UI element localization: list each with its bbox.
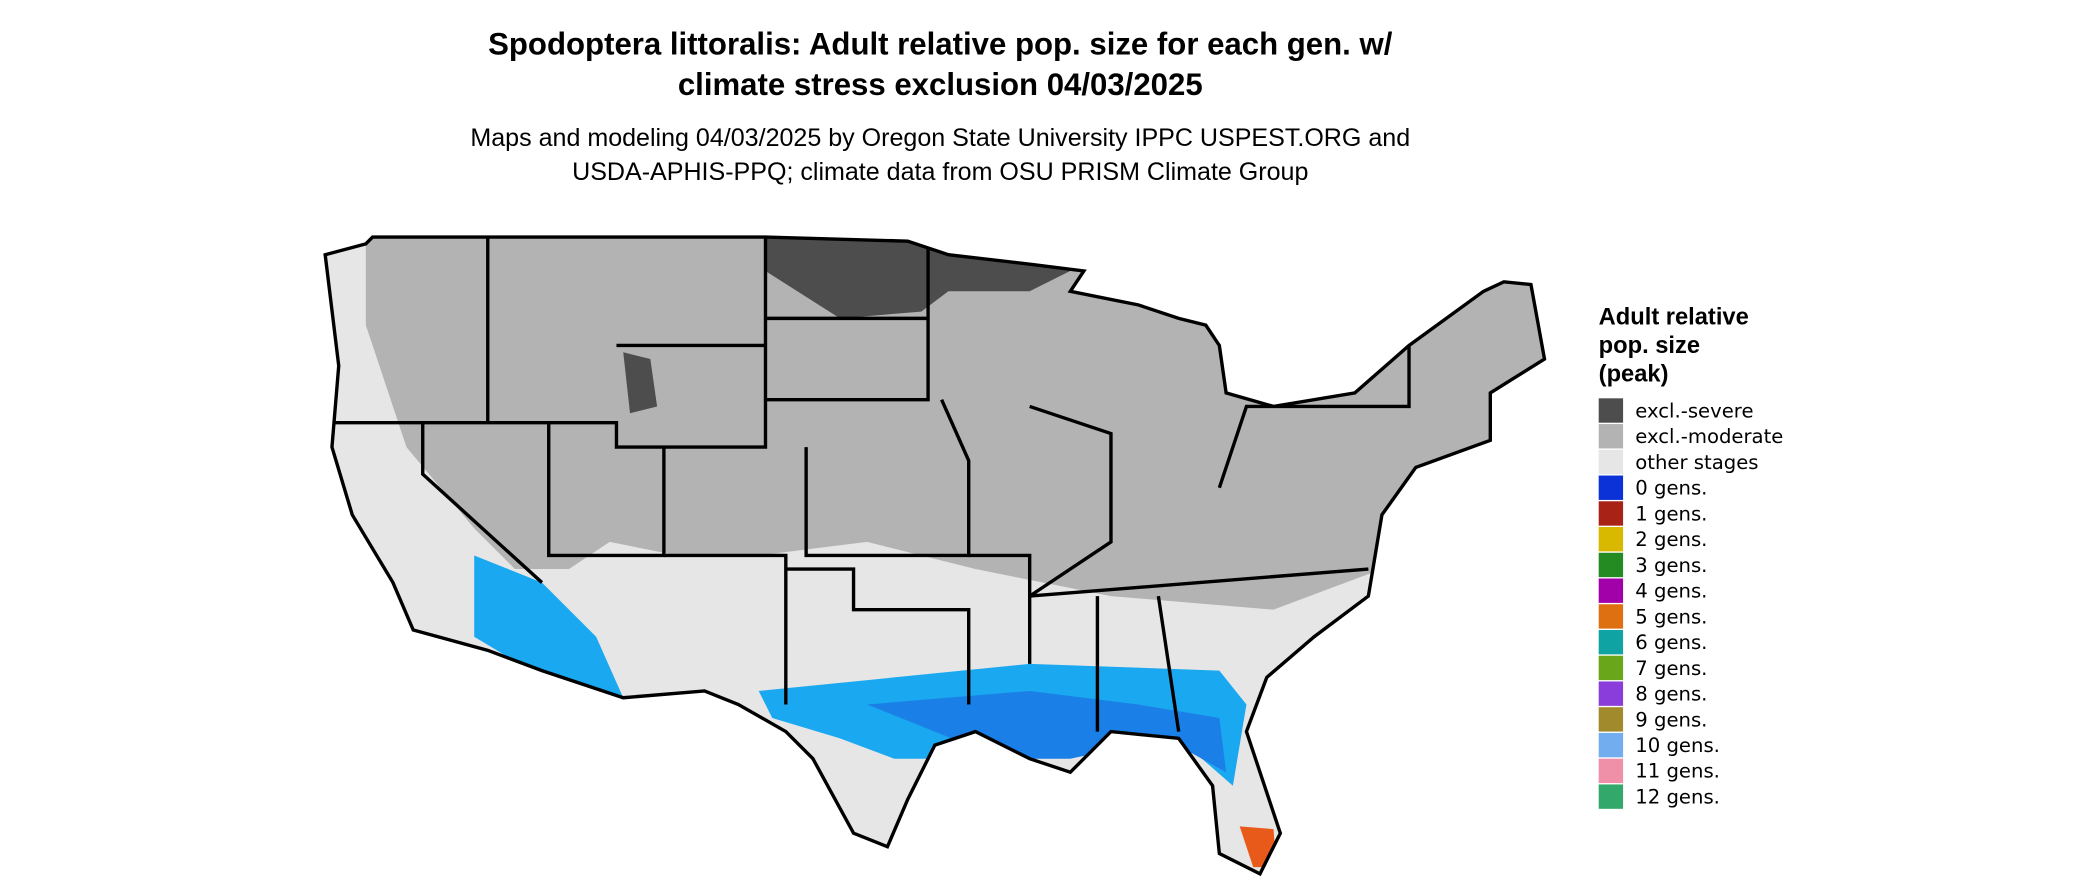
state-borders	[331, 237, 1411, 732]
legend-swatch	[1598, 784, 1624, 809]
legend-label: 2 gens.	[1635, 528, 1707, 551]
legend-swatch	[1598, 758, 1624, 784]
legend-title: Adult relative	[1599, 305, 1749, 331]
region-gens	[474, 555, 624, 698]
legend-label: other stages	[1635, 451, 1758, 474]
legend-label: 3 gens.	[1635, 554, 1707, 577]
legend-swatch	[1598, 424, 1624, 449]
subtitle: Maps and modeling 04/03/2025 by Oregon S…	[470, 124, 1410, 152]
legend-swatch	[1598, 501, 1624, 526]
legend: Adult relative pop. size (peak) excl.-se…	[1598, 305, 1783, 809]
title: climate stress exclusion 04/03/2025	[678, 67, 1203, 102]
legend-title: pop. size	[1599, 333, 1700, 359]
legend-swatch	[1598, 655, 1624, 681]
legend-label: 12 gens.	[1635, 785, 1720, 808]
us-outline	[323, 235, 1547, 877]
legend-swatch	[1598, 707, 1624, 732]
legend-swatch	[1598, 578, 1624, 603]
legend-swatch	[1598, 552, 1624, 578]
legend-label: 8 gens.	[1635, 683, 1707, 706]
legend-swatch	[1598, 527, 1624, 552]
subtitle: USDA-APHIS-PPQ; climate data from OSU PR…	[572, 158, 1308, 186]
legend-label: 1 gens.	[1635, 502, 1707, 525]
region-gens	[867, 690, 1227, 773]
legend-label: 11 gens.	[1635, 760, 1720, 783]
legend-swatch	[1598, 681, 1624, 706]
legend-swatch	[1598, 629, 1624, 655]
legend-swatch	[1598, 604, 1624, 629]
legend-label: 6 gens.	[1635, 631, 1707, 654]
title: Spodoptera littoralis: Adult relative po…	[488, 26, 1393, 61]
legend-swatch	[1598, 732, 1624, 758]
legend-title: (peak)	[1599, 362, 1669, 388]
legend-swatch	[1598, 398, 1624, 423]
legend-label: 0 gens.	[1635, 477, 1707, 500]
legend-label: 5 gens.	[1635, 605, 1707, 628]
legend-label: 10 gens.	[1635, 734, 1720, 757]
map	[325, 237, 1545, 874]
region-severe	[623, 352, 658, 414]
legend-label: excl.-severe	[1635, 399, 1753, 422]
legend-label: 9 gens.	[1635, 708, 1707, 731]
legend-label: 7 gens.	[1635, 657, 1707, 680]
legend-swatch	[1598, 475, 1624, 500]
legend-label: excl.-moderate	[1635, 425, 1783, 448]
legend-swatch	[1598, 449, 1624, 475]
legend-label: 4 gens.	[1635, 580, 1707, 603]
